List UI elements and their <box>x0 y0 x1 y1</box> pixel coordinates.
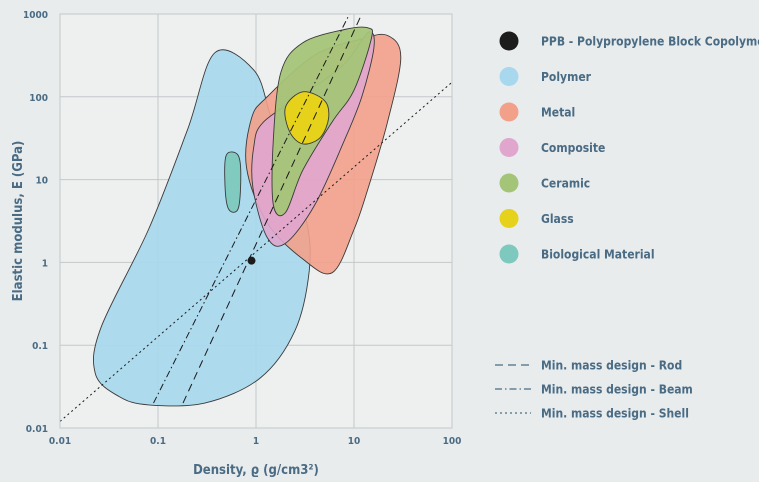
x-tick-label: 0.01 <box>49 436 71 447</box>
guideline-min-mass-design-rod <box>182 14 363 404</box>
plot-frame <box>59 13 453 429</box>
legend-item-glass: Glass <box>499 209 574 228</box>
legend-item-polymer: Polymer <box>499 67 592 86</box>
y-axis-title: Elastic modulus, E (GPa) <box>11 141 26 302</box>
legend-label: Polymer <box>541 70 592 84</box>
legend-item-min-mass-design-rod: Min. mass design - Rod <box>495 359 682 373</box>
y-tick-label: 1000 <box>23 10 48 21</box>
x-tick-label: 0.1 <box>150 436 166 447</box>
x-tick-label: 100 <box>443 436 462 447</box>
legend-label: PPB - Polypropylene Block Copolymer <box>541 35 759 49</box>
y-axis-ticks: 0.01 0.1 1 10 100 1000 <box>23 10 48 435</box>
x-axis-ticks: 0.01 0.1 1 10 100 <box>49 436 461 447</box>
x-axis-title: Density, ϱ (g/cm3²) <box>193 463 319 478</box>
legend-item-min-mass-design-shell: Min. mass design - Shell <box>495 407 689 421</box>
legend-circle-icon <box>499 209 519 228</box>
legend-label: Min. mass design - Shell <box>541 407 689 421</box>
legend-label: Metal <box>541 106 575 120</box>
region-biological-material <box>224 151 242 213</box>
y-tick-label: 100 <box>29 93 48 104</box>
design-guidelines <box>60 14 452 422</box>
legend-item-ceramic: Ceramic <box>499 173 590 193</box>
guideline-min-mass-design-beam <box>153 14 350 404</box>
data-points <box>247 256 256 265</box>
legend-circle-icon <box>499 31 519 51</box>
legend-item-biological-material: Biological Material <box>499 244 655 264</box>
legend-item-min-mass-design-beam: Min. mass design - Beam <box>495 383 693 397</box>
x-tick-label: 1 <box>253 436 259 447</box>
legend-label: Biological Material <box>541 248 655 262</box>
data-point-ppb <box>247 256 256 265</box>
y-tick-label: 0.01 <box>26 424 48 435</box>
legend-circle-icon <box>499 102 519 122</box>
legend-label: Min. mass design - Rod <box>541 359 682 373</box>
legend-circle-icon <box>499 67 519 86</box>
legend-label: Ceramic <box>541 177 590 191</box>
legend-circle-icon <box>499 173 519 193</box>
legend: PPB - Polypropylene Block Copolymer Polym… <box>495 31 759 421</box>
y-tick-label: 1 <box>42 258 48 269</box>
legend-circle-icon <box>499 138 519 157</box>
legend-label: Glass <box>541 212 574 226</box>
legend-item-composite: Composite <box>499 138 605 157</box>
legend-item-ppb-polypropylene-block-copolymer: PPB - Polypropylene Block Copolymer <box>499 31 759 51</box>
material-regions <box>92 26 402 407</box>
y-tick-label: 0.1 <box>32 341 48 352</box>
region-glass <box>284 91 330 145</box>
x-tick-label: 10 <box>348 436 361 447</box>
legend-circle-icon <box>499 244 519 264</box>
legend-item-metal: Metal <box>499 102 575 122</box>
legend-label: Min. mass design - Beam <box>541 383 693 397</box>
y-tick-label: 10 <box>35 176 48 187</box>
legend-label: Composite <box>541 141 605 155</box>
guideline-min-mass-design-shell <box>60 81 452 422</box>
